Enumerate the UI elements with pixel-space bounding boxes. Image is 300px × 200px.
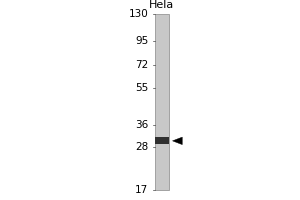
Polygon shape xyxy=(172,137,182,145)
Text: 130: 130 xyxy=(129,9,148,19)
Text: Hela: Hela xyxy=(149,0,175,10)
Text: 28: 28 xyxy=(135,142,148,152)
Text: 55: 55 xyxy=(135,83,148,93)
Text: 36: 36 xyxy=(135,120,148,130)
Bar xyxy=(154,14,169,190)
Text: 72: 72 xyxy=(135,60,148,70)
Text: 95: 95 xyxy=(135,36,148,46)
Text: 17: 17 xyxy=(135,185,148,195)
Bar xyxy=(154,137,169,144)
